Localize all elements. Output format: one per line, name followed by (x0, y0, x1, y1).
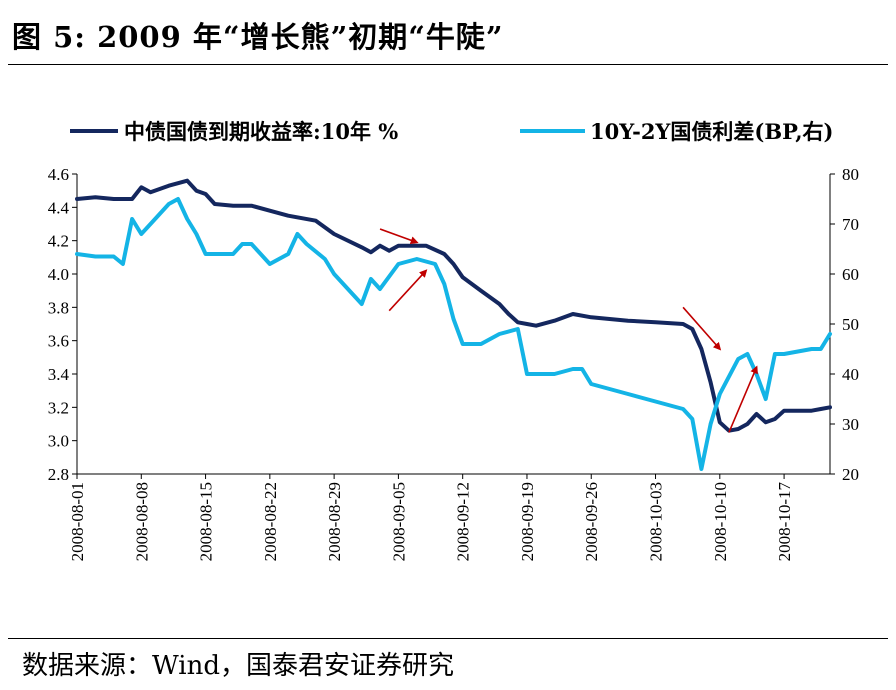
x-tick-label: 2008-09-12 (454, 482, 473, 561)
line-chart: 中债国债到期收益率:10年 % 10Y-2Y国债利差(BP,右) 2.8 3.0 3.… (48, 119, 859, 561)
y-left-tick-label: 2.8 (48, 465, 69, 484)
series-line-10y-yield (75, 178, 832, 433)
y-left-tick-label: 4.2 (48, 232, 69, 251)
y-right-tick-label: 80 (842, 165, 859, 184)
x-tick-label: 2008-08-08 (132, 482, 151, 561)
x-tick-label: 2008-09-05 (389, 482, 408, 561)
source-note: 数据来源：Wind，国泰君安证券研究 (22, 651, 454, 681)
x-tick-label: 2008-09-19 (518, 482, 537, 561)
y-right-tick-label: 20 (842, 465, 859, 484)
y-right-tick-label: 60 (842, 265, 859, 284)
annotation-arrow (728, 365, 758, 433)
y-left-tick-label: 3.4 (48, 365, 70, 384)
series-lines (75, 178, 832, 471)
x-tick-label: 2008-08-22 (261, 482, 280, 561)
x-tick-label: 2008-09-26 (582, 482, 601, 561)
y-left-tick-label: 4.0 (48, 265, 69, 284)
x-tick-label: 2008-08-15 (197, 482, 216, 561)
title-rule (8, 64, 888, 65)
y-left-tick-label: 3.2 (48, 398, 69, 417)
x-tick-label: 2008-10-10 (711, 482, 730, 561)
y-right-tick-label: 50 (842, 315, 859, 334)
y-left-tick-label: 3.8 (48, 298, 69, 317)
y-left-tick-label: 3.6 (48, 332, 69, 351)
legend: 中债国债到期收益率:10年 % 10Y-2Y国债利差(BP,右) (70, 119, 833, 144)
annotation-arrow (388, 269, 428, 312)
x-tick-label: 2008-08-01 (68, 482, 87, 561)
y-left-tick-label: 4.6 (48, 165, 69, 184)
legend-label-10y-2y-spread: 10Y-2Y国债利差(BP,右) (590, 119, 833, 144)
annotation-arrow (379, 228, 419, 245)
legend-label-10y-yield: 中债国债到期收益率:10年 % (124, 119, 398, 144)
y-right-tick-label: 70 (842, 215, 859, 234)
y-left-tick-label: 3.0 (48, 432, 69, 451)
y-left-tick-label: 4.4 (48, 198, 70, 217)
axes: 2.8 3.0 3.2 3.4 3.6 3.8 4.0 4.2 4.4 4.6 20 30 40 50 60… (48, 165, 859, 561)
annotations (379, 228, 758, 433)
y-right-tick-label: 30 (842, 415, 859, 434)
x-tick-label: 2008-10-17 (775, 482, 794, 562)
x-tick-label: 2008-10-03 (647, 482, 666, 561)
series-line-10y-2y-spread (75, 197, 832, 471)
figure-title: 图 5: 2009 年“增长熊”初期“牛陡” (12, 20, 504, 54)
y-right-tick-label: 40 (842, 365, 859, 384)
source-rule (8, 638, 888, 639)
annotation-arrow (682, 306, 722, 351)
x-tick-label: 2008-08-29 (325, 482, 344, 561)
